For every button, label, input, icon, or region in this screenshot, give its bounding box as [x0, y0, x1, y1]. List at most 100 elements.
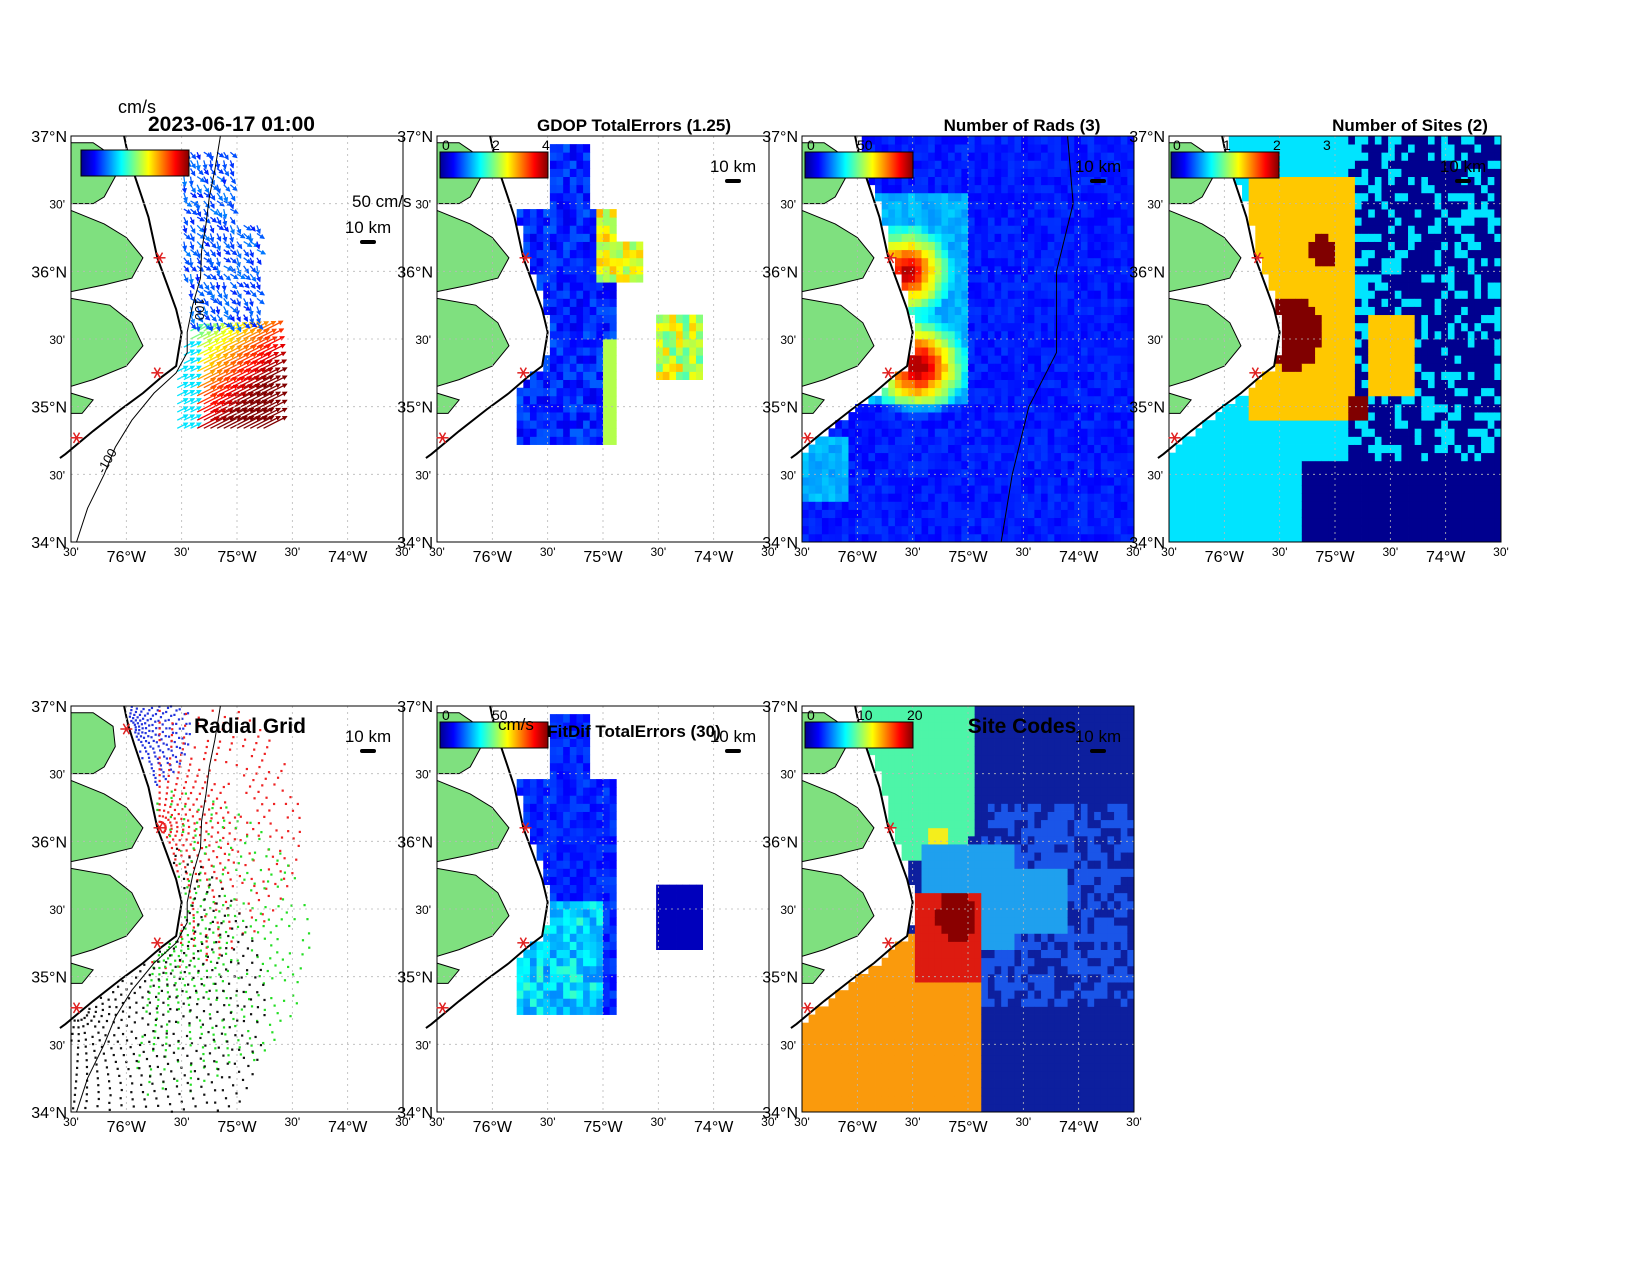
data-cell — [1060, 468, 1068, 478]
data-cell — [1047, 306, 1055, 316]
data-cell — [1427, 152, 1435, 161]
data-cell — [1368, 355, 1376, 364]
data-cell — [1021, 225, 1029, 234]
data-cell — [968, 436, 976, 445]
data-cell — [1169, 477, 1177, 486]
data-cell — [1268, 176, 1276, 186]
land-mass — [801, 297, 875, 388]
data-cell — [1034, 517, 1042, 527]
data-cell — [1328, 403, 1336, 413]
data-cell — [1195, 477, 1203, 486]
data-cell — [603, 355, 611, 364]
data-cell — [1169, 525, 1177, 535]
data-cell — [1281, 403, 1289, 413]
data-cell — [961, 290, 969, 299]
data-cell — [1441, 192, 1449, 202]
data-cell — [894, 371, 902, 380]
data-cell — [941, 436, 949, 445]
data-cell — [908, 184, 916, 194]
data-cell — [974, 209, 982, 218]
data-cell — [1261, 525, 1269, 535]
current-vector — [255, 225, 261, 235]
data-cell — [576, 355, 584, 364]
data-cell — [901, 501, 909, 510]
current-vector — [209, 273, 218, 281]
data-cell — [1295, 200, 1303, 210]
data-cell — [941, 501, 949, 510]
data-cell — [589, 363, 597, 372]
data-cell — [1388, 168, 1396, 177]
data-cell — [1215, 517, 1223, 527]
data-cell — [941, 265, 949, 275]
data-cell — [1041, 160, 1049, 169]
data-cell — [543, 428, 551, 437]
data-cell — [1027, 428, 1035, 437]
data-cell — [928, 509, 936, 519]
data-cell — [1341, 233, 1349, 242]
data-cell — [828, 533, 836, 543]
data-cell — [1414, 249, 1422, 259]
data-cell — [934, 533, 942, 543]
data-cell — [1341, 322, 1349, 332]
data-cell — [928, 168, 936, 177]
data-cell — [1328, 184, 1336, 194]
data-cell — [994, 517, 1002, 527]
data-cell — [961, 233, 969, 242]
data-cell — [987, 403, 995, 413]
data-cell — [1087, 168, 1095, 177]
data-cell — [1027, 249, 1035, 259]
data-cell — [1434, 257, 1442, 267]
current-vector — [209, 241, 217, 249]
data-cell — [1054, 412, 1062, 421]
radar-site-stroke — [521, 252, 530, 264]
data-cell — [1341, 379, 1349, 389]
data-cell — [1348, 282, 1356, 291]
data-cell — [1301, 452, 1309, 462]
panel-current-vectors: 37°N30'36°N30'35°N30'34°N30' 76°W 30' 75°W 3… — [31, 129, 411, 566]
data-cell — [1182, 452, 1190, 462]
data-cell — [994, 184, 1002, 194]
data-cell — [987, 290, 995, 299]
data-cell — [1080, 314, 1088, 324]
data-cell — [948, 493, 956, 502]
data-cell — [1308, 274, 1316, 283]
data-cell — [583, 379, 591, 389]
data-cell — [941, 290, 949, 299]
data-cell — [1361, 468, 1369, 478]
data-cell — [1014, 298, 1022, 307]
data-cell — [1308, 468, 1316, 478]
data-cell — [1414, 477, 1422, 486]
data-cell — [1447, 533, 1455, 543]
current-vector — [210, 385, 232, 397]
data-cell — [1328, 306, 1336, 316]
data-cell — [1047, 420, 1055, 429]
data-cell — [1014, 428, 1022, 437]
data-cell — [1080, 403, 1088, 413]
data-cell — [928, 395, 936, 405]
data-cell — [875, 184, 883, 194]
data-cell — [1374, 209, 1382, 218]
data-cell — [1427, 241, 1435, 251]
data-cell — [569, 249, 577, 259]
data-cell — [1421, 347, 1429, 356]
data-cell — [1321, 420, 1329, 429]
data-cell — [908, 265, 916, 275]
data-cell — [1341, 436, 1349, 445]
data-cell — [994, 168, 1002, 177]
data-cell — [1414, 314, 1422, 324]
data-cell — [1041, 306, 1049, 316]
data-cell — [1447, 493, 1455, 502]
data-cell — [1461, 200, 1469, 210]
data-cell — [1080, 152, 1088, 161]
data-cell — [1295, 428, 1303, 437]
data-cell — [1381, 176, 1389, 186]
data-cell — [987, 306, 995, 316]
data-cell — [1335, 168, 1343, 177]
data-cell — [1100, 225, 1108, 234]
data-cell — [968, 477, 976, 486]
data-cell — [941, 184, 949, 194]
data-cell — [1074, 395, 1082, 405]
data-cell — [888, 525, 896, 535]
data-cell — [1007, 493, 1015, 502]
data-cell — [1454, 412, 1462, 421]
